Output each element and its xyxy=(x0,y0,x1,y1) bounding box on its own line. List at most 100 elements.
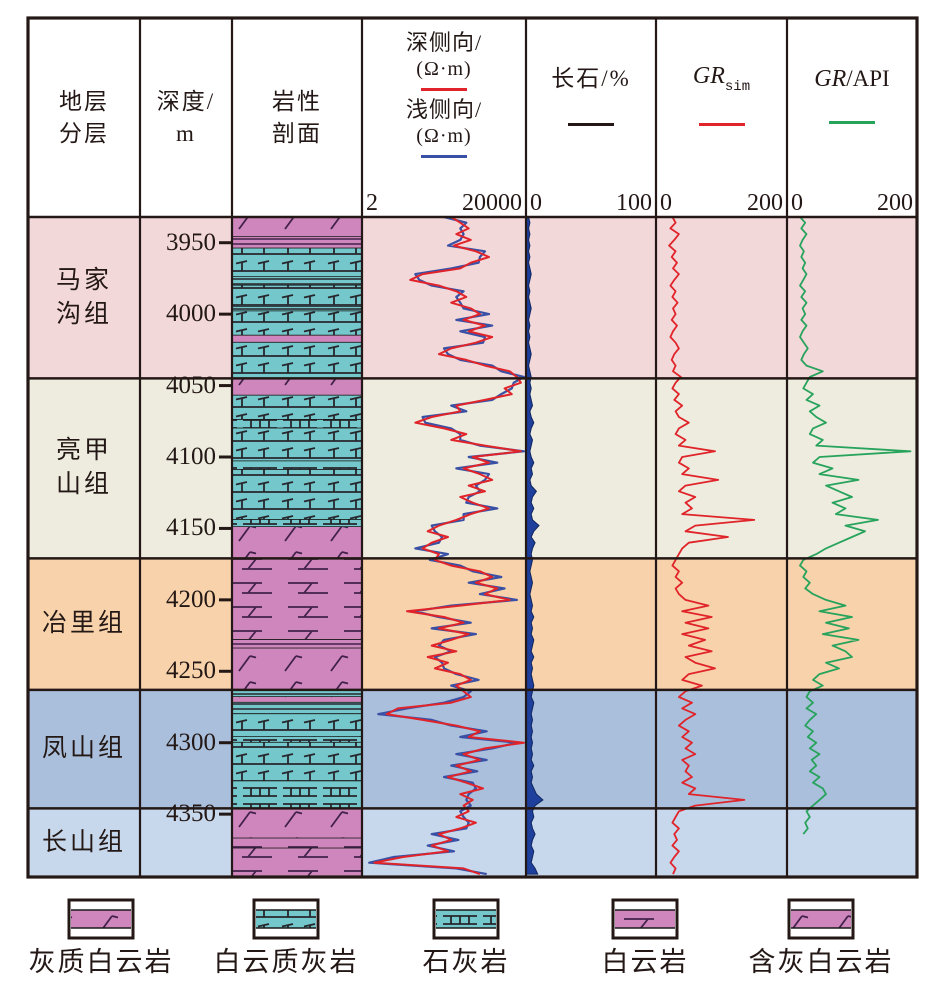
shallow-lateral-label: 浅侧向/ xyxy=(405,97,483,122)
header-depth-line2: m xyxy=(176,120,196,146)
deep-lateral-label: 深侧向/ xyxy=(405,30,483,55)
gr-label-main: GR xyxy=(814,65,847,92)
grsim-label: GRsim xyxy=(693,63,750,95)
legend-swatch-pattern xyxy=(791,910,851,928)
lith-interval xyxy=(233,248,361,277)
lith-interval xyxy=(233,335,361,343)
gr-scale-min: 0 xyxy=(791,190,803,216)
grsim-label-sub: sim xyxy=(724,79,751,95)
lith-interval xyxy=(233,277,361,286)
lith-interval xyxy=(233,558,361,640)
column-header-depth: 深度/ m xyxy=(140,18,232,217)
strat-unit-label: 亮甲 山组 xyxy=(55,437,112,499)
depth-label: 4300 xyxy=(166,728,216,756)
column-header-grsim: GRsim 0 200 xyxy=(656,18,787,217)
feldspar-legend-line xyxy=(568,123,614,126)
lith-interval xyxy=(233,237,361,249)
lith-interval xyxy=(233,378,361,396)
lith-interval xyxy=(233,702,361,715)
column-header-feldspar: 长石/% 0 100 xyxy=(526,18,656,217)
grsim-legend-line xyxy=(698,123,745,126)
depth-label: 4250 xyxy=(166,657,216,685)
lith-interval xyxy=(233,419,361,429)
lith-interval xyxy=(233,395,361,420)
lith-interval xyxy=(233,808,361,839)
lith-interval xyxy=(233,527,361,559)
header-strat-line1: 地层 xyxy=(59,88,109,114)
legend-label: 白云质灰岩 xyxy=(213,947,359,977)
lith-interval xyxy=(233,307,361,312)
feldspar-curve xyxy=(525,216,544,875)
gr-sim-curve xyxy=(668,216,756,875)
lith-interval xyxy=(233,285,361,307)
depth-label: 4050 xyxy=(166,371,216,399)
deep-lateral-legend-line xyxy=(421,88,467,91)
strat-band xyxy=(28,378,917,559)
grsim-scale-max: 200 xyxy=(747,190,783,216)
strat-unit-label: 冶里组 xyxy=(41,610,126,638)
column-header-gr: GR/API 0 200 xyxy=(787,18,917,217)
lith-interval xyxy=(233,648,361,690)
header-depth-line1: 深度/ xyxy=(156,88,216,114)
deep-lateral-unit: (Ω·m) xyxy=(416,58,472,80)
grsim-label-main: GR xyxy=(692,63,725,89)
shallow-lateral-legend-line xyxy=(421,155,467,158)
lith-interval xyxy=(233,519,361,527)
deep-resistivity-curve xyxy=(373,216,525,876)
strat-band xyxy=(28,808,917,877)
gr-api-curve xyxy=(799,216,912,835)
lith-interval xyxy=(233,714,361,737)
lith-interval xyxy=(233,311,361,336)
gr-label-suffix: /API xyxy=(846,65,890,91)
gr-label: GR/API xyxy=(814,66,889,93)
legend-swatch-pattern xyxy=(256,910,316,928)
resistivity-scale-min: 2 xyxy=(366,190,378,216)
header-strat-line2: 分层 xyxy=(59,120,109,146)
strat-unit-label: 凤山组 xyxy=(41,735,126,763)
legend-label: 石灰岩 xyxy=(422,947,510,977)
grsim-scale-min: 0 xyxy=(660,190,672,216)
lith-interval xyxy=(233,461,361,470)
legend-swatch-pattern xyxy=(71,910,131,928)
legend-label: 灰质白云岩 xyxy=(28,947,174,977)
legend-label: 含灰白云岩 xyxy=(748,947,894,977)
lith-interval xyxy=(233,697,361,703)
feldspar-scale-min: 0 xyxy=(530,190,542,216)
column-header-resistivity: 深侧向/ (Ω·m) 浅侧向/ (Ω·m) 2 20000 xyxy=(362,18,526,217)
column-header-stratigraphy: 地层 分层 xyxy=(28,18,140,217)
lith-interval xyxy=(233,217,361,237)
strat-band xyxy=(28,689,917,809)
strat-band xyxy=(28,217,917,379)
depth-label: 4200 xyxy=(166,585,216,613)
lith-interval xyxy=(233,742,361,782)
lith-interval xyxy=(233,737,361,743)
header-lith-line2: 剖面 xyxy=(272,120,322,146)
lith-interval xyxy=(233,639,361,649)
lith-interval xyxy=(233,689,361,697)
legend-label: 白云岩 xyxy=(601,947,689,977)
gr-scale-max: 200 xyxy=(877,190,913,216)
column-header-lithology: 岩性 剖面 xyxy=(232,18,362,217)
header-lith-line1: 岩性 xyxy=(272,88,322,114)
legend-swatch-pattern xyxy=(615,910,675,928)
lith-interval xyxy=(233,342,361,379)
depth-label: 4000 xyxy=(166,300,216,328)
strat-unit-label: 马家 沟组 xyxy=(55,266,112,328)
legend-swatch-pattern xyxy=(436,910,496,928)
depth-label: 4150 xyxy=(166,514,216,542)
gr-legend-line xyxy=(829,120,875,124)
lith-interval xyxy=(233,781,361,809)
resistivity-scale-max: 20000 xyxy=(462,190,522,216)
feldspar-label: 长石/% xyxy=(551,66,631,91)
table-frame xyxy=(26,16,919,879)
depth-label: 3950 xyxy=(166,228,216,256)
lith-interval xyxy=(233,838,361,849)
strat-unit-label: 长山组 xyxy=(41,828,126,856)
lith-interval xyxy=(233,848,361,877)
depth-label: 4350 xyxy=(166,800,216,828)
depth-label: 4100 xyxy=(166,443,216,470)
lith-interval xyxy=(233,428,361,462)
shallow-lateral-unit: (Ω·m) xyxy=(416,125,472,147)
